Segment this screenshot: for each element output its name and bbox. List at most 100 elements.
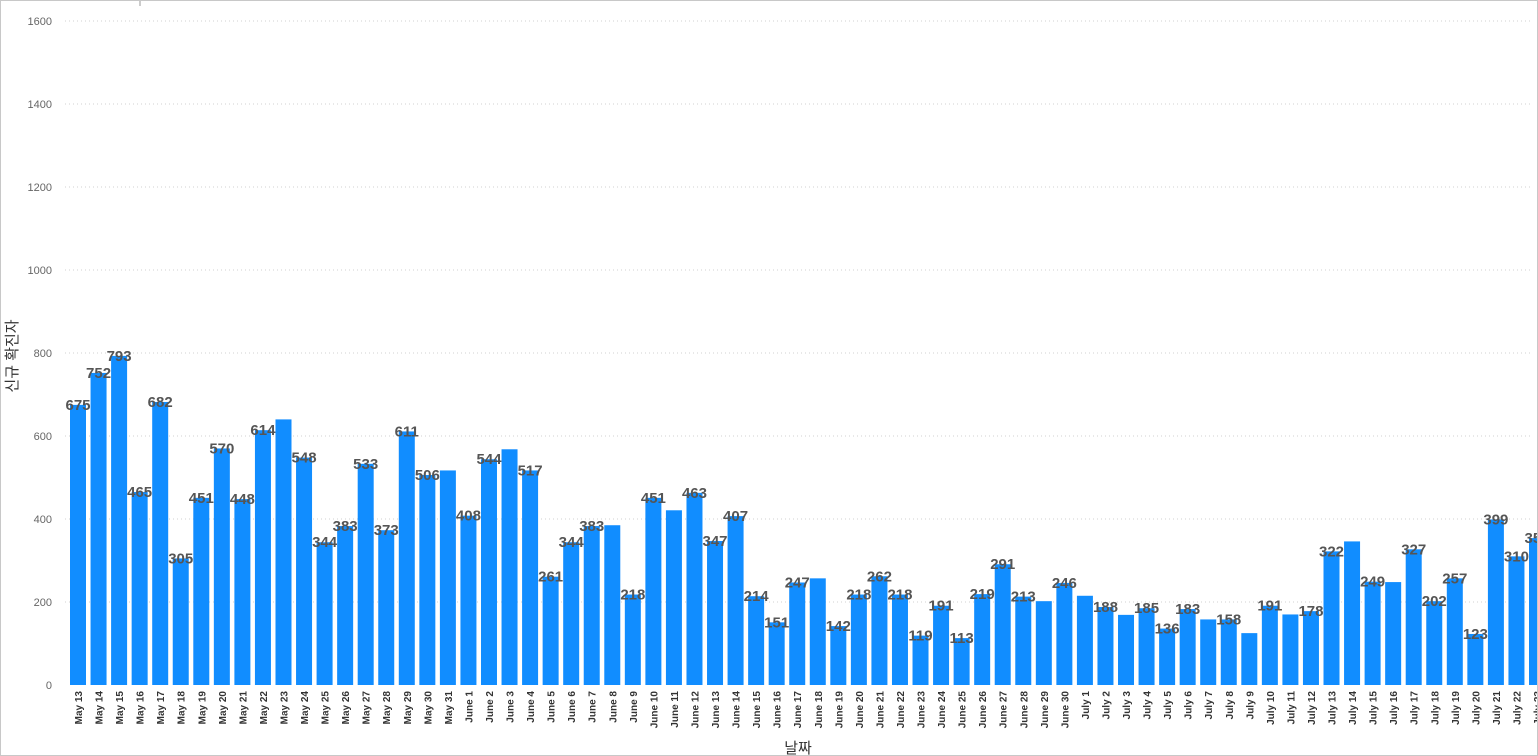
bar[interactable] [912,635,929,685]
bar[interactable] [809,578,826,685]
bar[interactable] [1261,605,1278,685]
data-label: 344 [312,534,338,551]
data-label: 793 [107,348,132,365]
bar[interactable] [871,576,888,685]
data-label: 675 [65,397,90,414]
bar[interactable] [522,470,539,685]
bar[interactable] [830,626,847,685]
bar[interactable] [994,564,1011,685]
bar[interactable] [891,594,908,685]
bar[interactable] [1118,614,1135,685]
x-tick-label: May 21 [238,691,249,725]
data-label: 344 [559,534,585,551]
bar[interactable] [1508,556,1525,685]
bar[interactable] [748,596,765,685]
bar[interactable] [953,638,970,685]
bar[interactable] [1220,619,1237,685]
bar[interactable] [727,516,744,685]
bar[interactable] [1241,633,1258,685]
bar[interactable] [1015,596,1032,685]
bar[interactable] [1405,549,1422,685]
x-tick-label: June 17 [793,691,804,729]
bar[interactable] [254,430,271,685]
x-tick-label: May 31 [444,691,455,725]
x-tick-label: July 5 [1163,691,1174,720]
bar[interactable] [768,622,785,685]
bar[interactable] [1076,595,1093,685]
bar[interactable] [1467,633,1484,685]
bar[interactable] [111,355,128,685]
bar[interactable] [542,576,559,685]
bar[interactable] [70,404,86,685]
bar[interactable] [686,492,703,685]
bar[interactable] [583,526,600,685]
bar[interactable] [1446,578,1463,685]
bar[interactable] [172,558,189,685]
bar[interactable] [624,594,641,685]
y-tick-label: 1000 [28,265,52,277]
bar[interactable] [378,530,395,685]
bar[interactable] [1323,551,1340,685]
bar[interactable] [296,457,313,685]
bar[interactable] [501,449,518,685]
bar[interactable] [213,448,230,685]
x-axis-title: 날짜 [784,740,812,755]
y-tick-label: 1400 [28,99,52,111]
bar[interactable] [1529,538,1537,685]
data-label: 611 [395,423,419,440]
bar[interactable] [1035,601,1052,685]
bar[interactable] [974,594,991,685]
data-label: 408 [456,508,481,525]
bar[interactable] [563,542,580,685]
bar[interactable] [357,463,374,685]
bar[interactable] [1344,541,1361,685]
bar[interactable] [1056,582,1073,685]
bar[interactable] [1487,519,1504,685]
bar[interactable] [337,526,354,685]
bar[interactable] [419,475,436,685]
bar[interactable] [1159,628,1176,685]
data-label: 178 [1298,603,1323,620]
bar[interactable] [1138,608,1155,685]
bar[interactable] [645,497,662,685]
data-label: 113 [950,630,974,647]
bar[interactable] [1364,581,1381,685]
x-tick-label: July 14 [1348,691,1359,725]
x-tick-label: May 18 [177,691,188,725]
bar[interactable] [480,459,497,685]
x-tick-label: June 2 [485,691,496,723]
bar[interactable] [850,594,867,685]
bar[interactable] [1179,609,1196,685]
x-tick-label: June 26 [978,691,989,729]
bar[interactable] [1097,606,1114,685]
bar[interactable] [1385,582,1402,685]
bar[interactable] [398,431,415,685]
bar[interactable] [90,372,107,685]
bar[interactable] [1200,619,1217,685]
bar[interactable] [234,499,251,685]
bar[interactable] [789,582,806,685]
bar[interactable] [460,515,477,685]
data-label: 188 [1093,599,1118,616]
bar[interactable] [275,419,292,685]
y-tick-label: 1200 [28,182,52,194]
bar[interactable] [316,542,333,685]
bar[interactable] [1282,614,1299,685]
bar[interactable] [1302,611,1319,685]
y-tick-label: 200 [34,597,52,609]
bar[interactable] [933,605,950,685]
data-label: 614 [250,422,276,439]
x-tick-label: June 27 [999,691,1010,729]
data-label: 322 [1319,543,1344,560]
bar[interactable] [439,470,456,685]
bar[interactable] [131,492,148,685]
bar[interactable] [707,540,724,685]
x-tick-label: May 24 [300,691,311,725]
bar[interactable] [665,510,682,685]
bar[interactable] [604,525,621,685]
bar[interactable] [152,401,169,685]
bar[interactable] [193,497,210,685]
bar[interactable] [1426,601,1443,685]
y-tick-label: 400 [34,514,52,526]
